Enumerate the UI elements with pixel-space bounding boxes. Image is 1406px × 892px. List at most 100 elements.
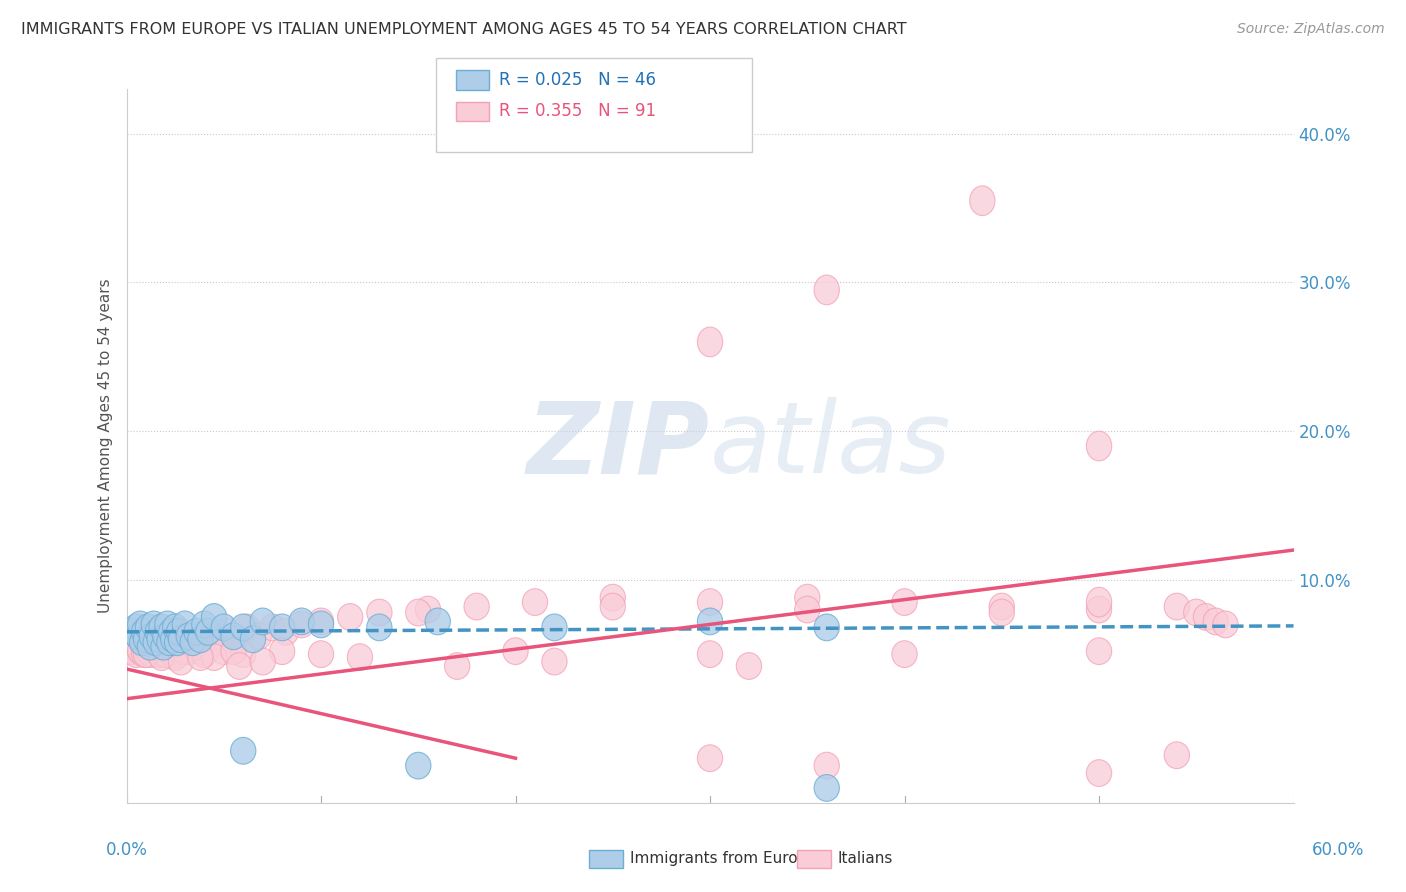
Ellipse shape: [697, 745, 723, 772]
Ellipse shape: [124, 640, 149, 667]
Text: ZIP: ZIP: [527, 398, 710, 494]
Y-axis label: Unemployment Among Ages 45 to 54 years: Unemployment Among Ages 45 to 54 years: [97, 278, 112, 614]
Ellipse shape: [138, 633, 163, 660]
Ellipse shape: [406, 752, 430, 779]
Ellipse shape: [163, 614, 188, 640]
Ellipse shape: [1204, 608, 1229, 635]
Ellipse shape: [250, 608, 276, 635]
Ellipse shape: [150, 638, 176, 665]
Ellipse shape: [195, 633, 221, 660]
Ellipse shape: [211, 614, 236, 640]
Ellipse shape: [188, 644, 214, 671]
Ellipse shape: [308, 611, 333, 638]
Text: R = 0.025   N = 46: R = 0.025 N = 46: [499, 71, 657, 89]
Text: Immigrants from Europe: Immigrants from Europe: [630, 851, 817, 865]
Ellipse shape: [148, 640, 173, 667]
Ellipse shape: [153, 623, 179, 649]
Ellipse shape: [150, 633, 176, 660]
Ellipse shape: [156, 633, 181, 660]
Ellipse shape: [221, 638, 246, 665]
Ellipse shape: [1087, 431, 1112, 461]
Ellipse shape: [120, 638, 145, 665]
Ellipse shape: [697, 640, 723, 667]
Ellipse shape: [135, 614, 160, 640]
Ellipse shape: [211, 638, 236, 665]
Ellipse shape: [273, 618, 298, 645]
Ellipse shape: [814, 614, 839, 640]
Ellipse shape: [195, 618, 221, 645]
Ellipse shape: [143, 629, 169, 656]
Ellipse shape: [159, 638, 184, 665]
Ellipse shape: [425, 608, 450, 635]
Ellipse shape: [131, 618, 156, 645]
Ellipse shape: [367, 614, 392, 640]
Ellipse shape: [990, 599, 1014, 626]
Ellipse shape: [1087, 596, 1112, 623]
Ellipse shape: [155, 640, 180, 667]
Ellipse shape: [308, 608, 333, 635]
Text: 0.0%: 0.0%: [105, 840, 148, 858]
Ellipse shape: [231, 640, 256, 667]
Ellipse shape: [134, 626, 159, 653]
Ellipse shape: [891, 640, 917, 667]
Ellipse shape: [128, 611, 153, 638]
Ellipse shape: [184, 618, 209, 645]
Ellipse shape: [129, 629, 155, 656]
Ellipse shape: [270, 614, 295, 640]
Ellipse shape: [1164, 593, 1189, 620]
Ellipse shape: [191, 611, 217, 638]
Ellipse shape: [120, 618, 145, 645]
Ellipse shape: [794, 584, 820, 611]
Ellipse shape: [118, 633, 143, 660]
Ellipse shape: [149, 644, 174, 671]
Ellipse shape: [290, 611, 314, 638]
Ellipse shape: [1087, 760, 1112, 787]
Ellipse shape: [149, 633, 174, 660]
Ellipse shape: [201, 623, 226, 649]
Ellipse shape: [503, 638, 529, 665]
Ellipse shape: [231, 738, 256, 764]
Ellipse shape: [169, 629, 194, 656]
Ellipse shape: [169, 648, 194, 675]
Ellipse shape: [697, 327, 723, 357]
Ellipse shape: [163, 644, 188, 671]
Ellipse shape: [155, 611, 180, 638]
Ellipse shape: [1087, 587, 1112, 617]
Ellipse shape: [160, 629, 186, 656]
Ellipse shape: [1164, 742, 1189, 769]
Ellipse shape: [181, 633, 207, 660]
Ellipse shape: [148, 626, 173, 653]
Text: atlas: atlas: [710, 398, 952, 494]
Ellipse shape: [188, 638, 214, 665]
Ellipse shape: [814, 752, 839, 779]
Ellipse shape: [250, 648, 276, 675]
Ellipse shape: [160, 626, 186, 653]
Ellipse shape: [814, 275, 839, 305]
Ellipse shape: [180, 629, 205, 656]
Ellipse shape: [188, 626, 214, 653]
Ellipse shape: [415, 596, 440, 623]
Ellipse shape: [990, 593, 1014, 620]
Ellipse shape: [165, 629, 190, 656]
Ellipse shape: [153, 629, 179, 656]
Ellipse shape: [1213, 611, 1239, 638]
Ellipse shape: [226, 653, 252, 680]
Ellipse shape: [141, 633, 166, 660]
Ellipse shape: [176, 623, 201, 649]
Ellipse shape: [737, 653, 762, 680]
Ellipse shape: [794, 596, 820, 623]
Ellipse shape: [337, 604, 363, 631]
Ellipse shape: [165, 633, 190, 660]
Ellipse shape: [235, 614, 260, 640]
Ellipse shape: [134, 640, 159, 667]
Ellipse shape: [1184, 599, 1209, 626]
Text: IMMIGRANTS FROM EUROPE VS ITALIAN UNEMPLOYMENT AMONG AGES 45 TO 54 YEARS CORRELA: IMMIGRANTS FROM EUROPE VS ITALIAN UNEMPL…: [21, 22, 907, 37]
Ellipse shape: [135, 638, 160, 665]
Ellipse shape: [221, 623, 246, 649]
Ellipse shape: [156, 629, 181, 656]
Ellipse shape: [159, 618, 184, 645]
Ellipse shape: [173, 633, 197, 660]
Ellipse shape: [260, 614, 285, 640]
Ellipse shape: [270, 638, 295, 665]
Ellipse shape: [173, 611, 197, 638]
